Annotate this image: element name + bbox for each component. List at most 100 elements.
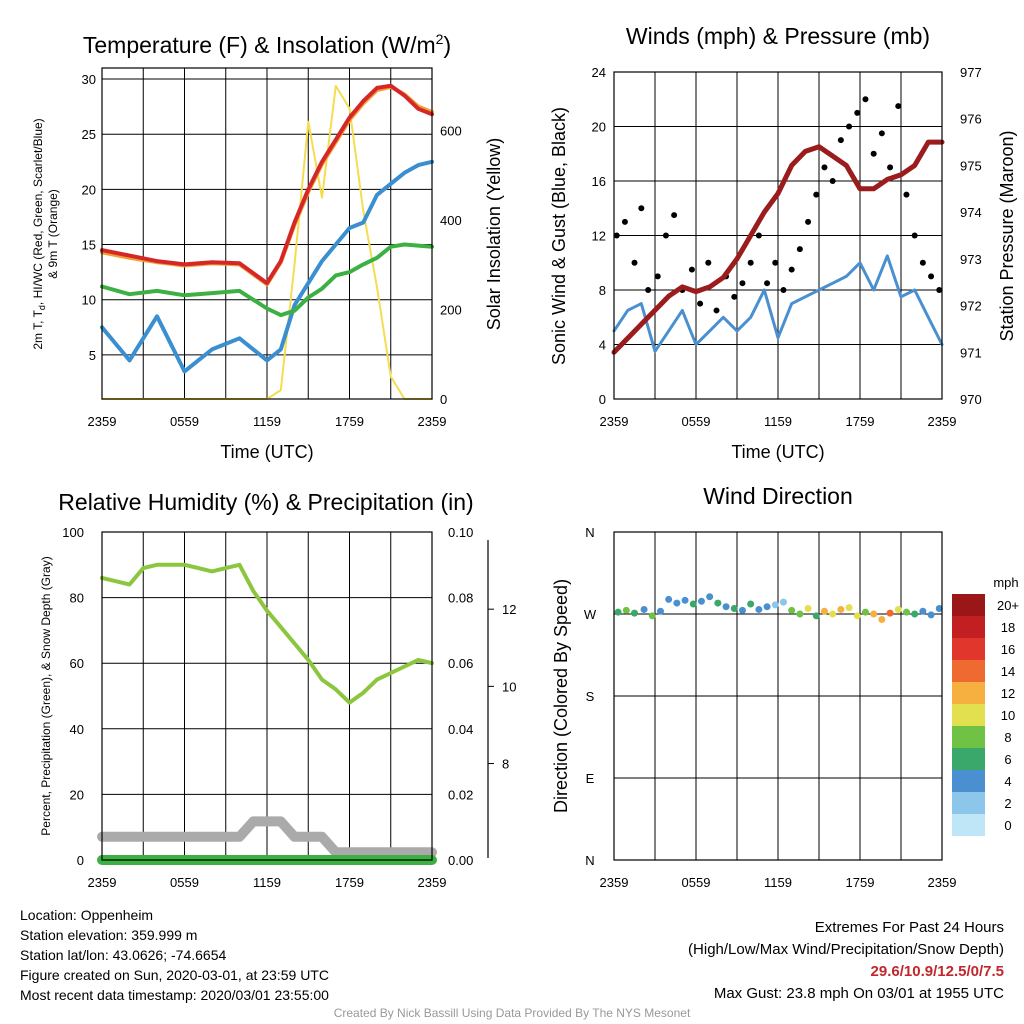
humidity-panel: Relative Humidity (%) & Precipitation (i… (39, 489, 516, 890)
winds-y-tick: 4 (599, 338, 606, 353)
winds-tick-labels: 2359 0559 1159 1759 2359 0 4 8 12 16 20 24 970 971 972… (592, 65, 982, 429)
temperature-line-td (100, 242, 434, 318)
direction-point (861, 608, 869, 616)
insolation-y-tick: 0 (440, 392, 447, 407)
direction-point (812, 612, 820, 620)
direction-point (714, 599, 722, 607)
direction-y-tick: E (586, 771, 595, 786)
gust-point (821, 164, 828, 171)
pressure-y-tick: 971 (960, 345, 982, 360)
recent-data-text: Most recent data timestamp: 2020/03/01 2… (20, 987, 329, 1003)
gust-point (671, 212, 678, 219)
speed-legend-swatch (952, 660, 985, 682)
pressure-ylabel: Station Pressure (Maroon) (997, 130, 1017, 341)
winds-panel: Winds (mph) & Pressure (mb) 2359 0559 1159… (549, 23, 1017, 462)
humidity-title: Relative Humidity (%) & Precipitation (i… (58, 489, 473, 515)
snow-depth-y-tick: 8 (502, 757, 509, 772)
speed-legend-swatch (952, 704, 985, 726)
direction-title: Wind Direction (703, 483, 853, 509)
gust-point (739, 280, 746, 287)
direction-y-tick: W (584, 607, 597, 622)
direction-point (796, 610, 804, 618)
winds-y-tick: 0 (599, 392, 606, 407)
direction-point (747, 600, 755, 608)
humidity-y-tick: 80 (70, 591, 84, 606)
gust-point (645, 287, 652, 293)
gust-point (638, 205, 645, 212)
direction-point (911, 610, 919, 618)
humidity-grid (102, 532, 432, 860)
precip-y-tick: 0.06 (448, 656, 473, 671)
direction-y-tick: N (585, 525, 594, 540)
speed-legend-label: 2 (1004, 796, 1011, 811)
gust-point (631, 259, 638, 266)
direction-point (673, 599, 681, 607)
latlon-text: Station lat/lon: 43.0626; -74.6654 (20, 947, 227, 963)
gust-point (928, 273, 935, 280)
temperature-line-2m-t (100, 83, 434, 286)
gust-point (764, 280, 771, 287)
direction-point (738, 606, 746, 614)
precip-y-tick: 0.02 (448, 787, 473, 802)
gust-point (788, 266, 795, 273)
direction-point (878, 615, 886, 623)
direction-point (631, 609, 638, 617)
direction-point (788, 606, 796, 614)
temperature-time-tick: 2359 (88, 414, 117, 429)
elevation-text: Station elevation: 359.999 m (20, 927, 198, 943)
humidity-y-tick: 100 (62, 525, 84, 540)
gust-point (662, 232, 669, 239)
direction-point (919, 607, 927, 615)
precip-y-tick: 0.08 (448, 591, 473, 606)
gust-point (688, 266, 695, 273)
direction-grid (614, 532, 942, 860)
precip-y-tick: 0.00 (448, 853, 473, 868)
speed-legend-swatch (952, 748, 985, 770)
direction-point (845, 604, 853, 612)
gust-point (755, 232, 762, 239)
station-pressure-line (611, 139, 945, 355)
winds-frame (613, 71, 943, 400)
direction-point (927, 611, 935, 619)
humidity-y-tick: 60 (70, 656, 84, 671)
gust-point (903, 191, 910, 198)
humidity-frame (101, 531, 433, 861)
speed-legend-label: 8 (1004, 730, 1011, 745)
direction-frame (613, 531, 943, 861)
direction-point (763, 603, 771, 611)
direction-point (870, 610, 878, 618)
gust-point (895, 103, 902, 110)
temperature-panel: Temperature (F) & Insolation (W/m2) 2359… (31, 31, 504, 462)
direction-point (902, 608, 910, 616)
direction-point (722, 603, 730, 611)
relative-humidity-line (100, 562, 434, 705)
speed-legend-swatch (952, 726, 985, 748)
winds-time-tick: 2359 (928, 414, 957, 429)
gust-point (654, 273, 661, 280)
gust-point (854, 109, 861, 116)
speed-legend-label: 4 (1004, 774, 1011, 789)
temperature-time-tick: 2359 (418, 414, 447, 429)
temperature-y-tick: 25 (82, 127, 96, 142)
gust-point (862, 96, 869, 103)
extremes-title: Extremes For Past 24 Hours (814, 919, 1004, 936)
direction-point (771, 601, 779, 609)
direction-time-tick: 2359 (600, 875, 629, 890)
gust-point (705, 259, 712, 266)
winds-y-tick: 12 (592, 229, 606, 244)
gust-point (713, 307, 720, 314)
direction-time-tick: 0559 (682, 875, 711, 890)
winds-time-tick: 1759 (846, 414, 875, 429)
gust-point (919, 259, 926, 266)
direction-point (755, 605, 763, 613)
speed-legend-label: 16 (1001, 642, 1015, 657)
speed-legend-title: mph (993, 575, 1018, 590)
direction-point (665, 595, 673, 603)
extremes-subtitle: (High/Low/Max Wind/Precipitation/Snow De… (688, 941, 1004, 958)
insolation-y-tick: 400 (440, 213, 462, 228)
direction-point (894, 605, 902, 613)
gust-point (805, 218, 812, 225)
humidity-time-tick: 2359 (418, 875, 447, 890)
direction-point (837, 605, 845, 613)
